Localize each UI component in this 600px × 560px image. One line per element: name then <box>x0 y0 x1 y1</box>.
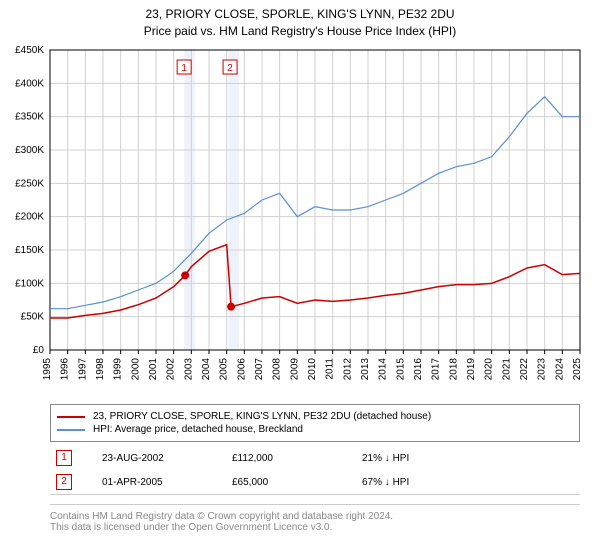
svg-text:2021: 2021 <box>501 358 512 381</box>
svg-text:2010: 2010 <box>307 358 318 381</box>
svg-text:£300K: £300K <box>15 145 44 156</box>
svg-text:2024: 2024 <box>554 358 565 381</box>
sale-diff: 21% ↓ HPI <box>362 453 462 464</box>
svg-text:1998: 1998 <box>95 358 106 381</box>
svg-text:£400K: £400K <box>15 78 44 89</box>
svg-text:2004: 2004 <box>201 358 212 381</box>
svg-text:£50K: £50K <box>21 312 45 323</box>
svg-text:2017: 2017 <box>431 358 442 381</box>
footer-line2: This data is licensed under the Open Gov… <box>50 522 580 533</box>
legend-item: HPI: Average price, detached house, Brec… <box>57 424 573 435</box>
svg-text:2019: 2019 <box>466 358 477 381</box>
svg-text:1997: 1997 <box>77 358 88 381</box>
sale-price: £65,000 <box>232 477 332 488</box>
svg-text:2011: 2011 <box>325 358 336 380</box>
svg-text:2009: 2009 <box>289 358 300 381</box>
svg-text:1: 1 <box>181 63 187 74</box>
sales-table: 1 23-AUG-2002 £112,000 21% ↓ HPI 2 01-AP… <box>50 446 580 495</box>
svg-text:£100K: £100K <box>15 278 44 289</box>
legend-label: 23, PRIORY CLOSE, SPORLE, KING'S LYNN, P… <box>93 411 431 422</box>
svg-text:2015: 2015 <box>395 358 406 381</box>
svg-text:2: 2 <box>227 63 233 74</box>
svg-text:£200K: £200K <box>15 212 44 223</box>
svg-text:1995: 1995 <box>42 358 53 381</box>
svg-text:2001: 2001 <box>148 358 159 381</box>
legend-swatch <box>57 429 85 431</box>
svg-text:2016: 2016 <box>413 358 424 381</box>
svg-text:2022: 2022 <box>519 358 530 381</box>
sale-marker-icon: 2 <box>56 474 72 490</box>
legend-swatch <box>57 416 85 418</box>
footer: Contains HM Land Registry data © Crown c… <box>50 504 580 533</box>
svg-text:2002: 2002 <box>166 358 177 381</box>
svg-text:2007: 2007 <box>254 358 265 381</box>
svg-text:2012: 2012 <box>342 358 353 381</box>
svg-text:£150K: £150K <box>15 245 44 256</box>
svg-text:1999: 1999 <box>113 358 124 381</box>
sale-row: 1 23-AUG-2002 £112,000 21% ↓ HPI <box>56 446 574 470</box>
title-line1: 23, PRIORY CLOSE, SPORLE, KING'S LYNN, P… <box>0 6 600 23</box>
svg-text:1996: 1996 <box>60 358 71 381</box>
svg-text:2003: 2003 <box>183 358 194 381</box>
svg-text:£450K: £450K <box>15 45 44 56</box>
sale-price: £112,000 <box>232 453 332 464</box>
sale-row: 2 01-APR-2005 £65,000 67% ↓ HPI <box>56 470 574 494</box>
chart-svg: £0£50K£100K£150K£200K£250K£300K£350K£400… <box>50 50 580 380</box>
legend-item: 23, PRIORY CLOSE, SPORLE, KING'S LYNN, P… <box>57 411 573 422</box>
legend-label: HPI: Average price, detached house, Brec… <box>93 424 303 435</box>
svg-text:2013: 2013 <box>360 358 371 381</box>
svg-text:£350K: £350K <box>15 112 44 123</box>
svg-text:2008: 2008 <box>272 358 283 381</box>
chart-title: 23, PRIORY CLOSE, SPORLE, KING'S LYNN, P… <box>0 0 600 40</box>
svg-text:2005: 2005 <box>219 358 230 381</box>
svg-text:2014: 2014 <box>378 358 389 381</box>
svg-text:2000: 2000 <box>130 358 141 381</box>
svg-text:2018: 2018 <box>448 358 459 381</box>
svg-text:2006: 2006 <box>236 358 247 381</box>
chart-area: £0£50K£100K£150K£200K£250K£300K£350K£400… <box>50 50 580 380</box>
sale-date: 01-APR-2005 <box>102 477 202 488</box>
svg-text:£0: £0 <box>33 345 45 356</box>
svg-text:2023: 2023 <box>537 358 548 381</box>
legend: 23, PRIORY CLOSE, SPORLE, KING'S LYNN, P… <box>50 404 580 442</box>
svg-text:£250K: £250K <box>15 178 44 189</box>
sale-marker-icon: 1 <box>56 450 72 466</box>
title-line2: Price paid vs. HM Land Registry's House … <box>0 23 600 40</box>
svg-text:2020: 2020 <box>484 358 495 381</box>
footer-line1: Contains HM Land Registry data © Crown c… <box>50 511 580 522</box>
sale-date: 23-AUG-2002 <box>102 453 202 464</box>
sale-diff: 67% ↓ HPI <box>362 477 462 488</box>
svg-text:2025: 2025 <box>572 358 583 381</box>
